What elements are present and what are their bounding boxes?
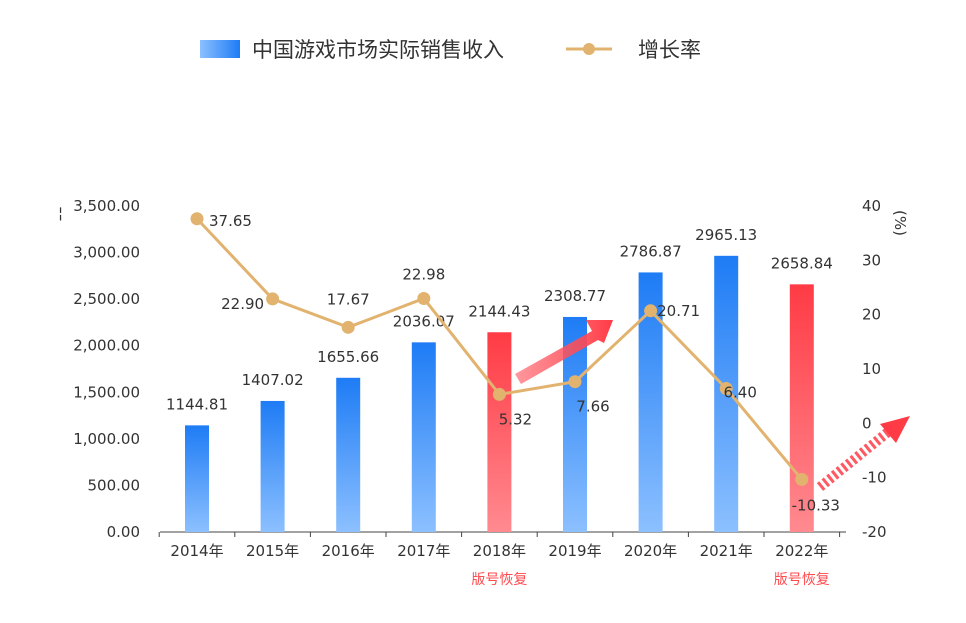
y-right-tick-label: 20 <box>862 306 881 324</box>
growth-value-label: 17.67 <box>327 290 370 308</box>
growth-point <box>719 382 733 396</box>
x-tick-label: 2018年 <box>473 542 526 560</box>
growth-point <box>795 472 809 486</box>
bar-value-label: 1655.66 <box>317 348 379 366</box>
bar <box>411 342 436 532</box>
legend-bar-swatch <box>200 40 240 58</box>
annotation-label: 版号恢复 <box>774 571 830 588</box>
legend: 中国游戏市场实际销售收入 增长率 <box>200 38 701 62</box>
y-right-tick-label: 30 <box>862 251 881 269</box>
growth-point <box>417 291 431 305</box>
growth-value-label: 5.32 <box>499 410 532 428</box>
y-left-axis: 0.00 500.00 1,000.00 1,500.00 2,000.00 2,500.… <box>73 197 140 541</box>
growth-point <box>266 292 280 306</box>
y-right-tick-label: -10 <box>862 469 887 487</box>
y-right-tick-label: 0 <box>862 414 872 432</box>
y-left-tick-label: 2,000.00 <box>73 337 140 355</box>
y-right-tick-label: 10 <box>862 360 881 378</box>
legend-bar-label: 中国游戏市场实际销售收入 <box>252 38 504 62</box>
growth-point <box>190 212 204 226</box>
y-right-tick-label: 40 <box>862 197 881 215</box>
legend-line-marker <box>583 43 595 55</box>
growth-value-label: 20.71 <box>657 302 700 320</box>
bar-value-label: 2144.43 <box>468 302 530 320</box>
x-tick-label: 2020年 <box>624 542 677 560</box>
growth-value-labels: 37.65 22.90 17.67 22.98 5.32 7.66 20.71 6.40 -10… <box>209 212 840 515</box>
bar-value-label: 2308.77 <box>544 287 606 305</box>
left-axis-title-fragment: ¦ <box>58 204 63 222</box>
bar-value-label: 1144.81 <box>166 395 228 413</box>
y-left-tick-label: 0.00 <box>107 523 140 541</box>
x-axis-ticks: 2014年 2015年 2016年 2017年 2018年 2019年 2020年 2021年… <box>158 532 841 560</box>
bar-value-label: 2965.13 <box>695 226 757 244</box>
bar <box>260 400 285 532</box>
bar <box>789 284 814 532</box>
bar-value-label: 2658.84 <box>771 254 833 272</box>
bar <box>185 425 209 532</box>
growth-value-label: 37.65 <box>209 212 252 230</box>
growth-line-series <box>190 212 809 486</box>
y-left-tick-label: 1,500.00 <box>73 383 140 401</box>
up-trend-arrow-icon <box>515 320 613 384</box>
x-tick-label: 2019年 <box>548 542 601 560</box>
bar <box>487 332 512 532</box>
y-left-tick-label: 500.00 <box>88 476 141 494</box>
growth-value-label: 22.90 <box>221 295 264 313</box>
growth-point <box>568 375 582 389</box>
x-tick-label: 2022年 <box>775 542 828 560</box>
bar-value-label: 1407.02 <box>242 371 304 389</box>
growth-point <box>341 320 355 334</box>
bar-value-label: 2786.87 <box>620 242 682 260</box>
x-tick-label: 2015年 <box>246 542 299 560</box>
y-right-axis: -20 -10 0 10 20 30 40 <box>862 197 887 541</box>
x-tick-label: 2016年 <box>322 542 375 560</box>
y-right-unit: (%) <box>891 210 909 236</box>
y-left-tick-label: 3,500.00 <box>73 197 140 215</box>
annotation-label: 版号恢复 <box>471 571 527 588</box>
x-tick-label: 2017年 <box>397 542 450 560</box>
annotations: 版号恢复 版号恢复 <box>471 571 829 588</box>
x-tick-label: 2014年 <box>170 542 223 560</box>
growth-value-label: 22.98 <box>402 265 445 283</box>
growth-value-label: 6.40 <box>723 384 756 402</box>
y-left-tick-label: 2,500.00 <box>73 290 140 308</box>
growth-value-label: 7.66 <box>576 398 609 416</box>
growth-point <box>492 387 506 401</box>
x-tick-label: 2021年 <box>700 542 753 560</box>
y-left-tick-label: 3,000.00 <box>73 244 140 262</box>
legend-line-label: 增长率 <box>638 38 701 62</box>
growth-point <box>644 304 658 318</box>
y-right-tick-label: -20 <box>862 523 887 541</box>
growth-value-label: -10.33 <box>792 496 840 514</box>
y-left-tick-label: 1,000.00 <box>73 430 140 448</box>
bar <box>336 377 361 532</box>
dashed-up-arrow-icon <box>816 416 910 491</box>
